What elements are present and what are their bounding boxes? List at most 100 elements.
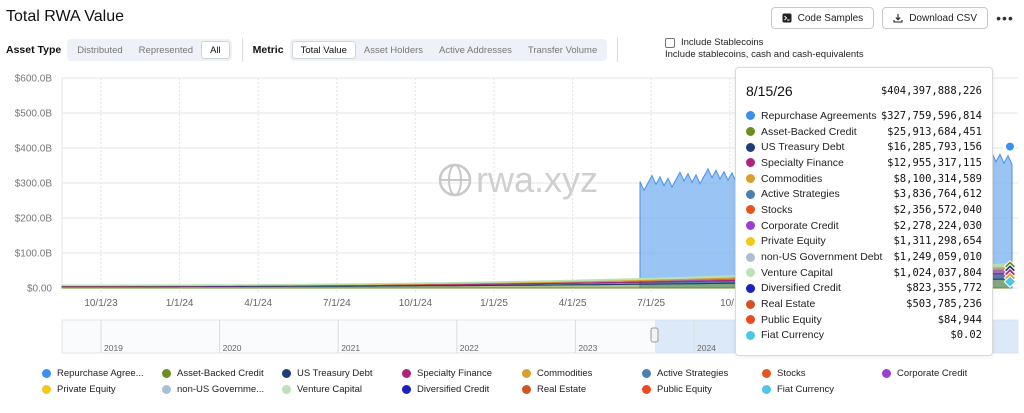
more-options-icon[interactable]: ••• bbox=[996, 10, 1014, 26]
code-samples-button[interactable]: Code Samples bbox=[770, 7, 875, 29]
tooltip-row: Corporate Credit $2,278,224,030 bbox=[746, 218, 982, 234]
series-color-dot bbox=[746, 299, 755, 309]
legend-item[interactable]: Diversified Credit bbox=[402, 383, 522, 395]
navigator-year-label: 2021 bbox=[341, 343, 360, 353]
tooltip-total: $404,397,888,226 bbox=[880, 85, 982, 97]
tooltip-series-name: Active Strategies bbox=[761, 188, 840, 201]
tooltip-row: Repurchase Agreements $327,759,596,814 bbox=[746, 108, 982, 124]
x-tick-label: 7/1/25 bbox=[637, 298, 665, 309]
y-tick-label: $0.00 bbox=[27, 284, 52, 295]
metric-active-addresses[interactable]: Active Addresses bbox=[439, 44, 512, 56]
tooltip-series-name: Real Estate bbox=[761, 298, 816, 311]
legend-item[interactable]: Stocks bbox=[762, 367, 882, 379]
series-color-dot bbox=[746, 127, 755, 137]
legend-item[interactable]: Fiat Currency bbox=[762, 383, 882, 395]
tooltip-row: Fiat Currency $0.02 bbox=[746, 328, 982, 344]
legend-item[interactable]: Active Strategies bbox=[642, 367, 762, 379]
legend-item[interactable]: Asset-Backed Credit bbox=[162, 367, 282, 379]
legend-item[interactable]: Specialty Finance bbox=[402, 367, 522, 379]
legend-item[interactable]: US Treasury Debt bbox=[282, 367, 402, 379]
legend-color-dot bbox=[162, 384, 171, 394]
navigator-handle-left[interactable] bbox=[650, 327, 659, 343]
series-color-dot bbox=[746, 111, 755, 121]
tooltip-series-value: $8,100,314,589 bbox=[893, 172, 982, 185]
tooltip-rows: Repurchase Agreements $327,759,596,814 Ass… bbox=[736, 102, 992, 343]
legend-label: US Treasury Debt bbox=[297, 367, 373, 379]
download-icon bbox=[893, 13, 903, 23]
legend-label: Corporate Credit bbox=[897, 367, 968, 379]
legend-color-dot bbox=[402, 368, 411, 378]
legend-item[interactable]: Corporate Credit bbox=[882, 367, 1002, 379]
legend-item[interactable]: Private Equity bbox=[42, 383, 162, 395]
tooltip-date: 8/15/26 bbox=[746, 83, 793, 99]
legend-item[interactable]: Public Equity bbox=[642, 383, 762, 395]
metric-label: Metric bbox=[252, 44, 284, 56]
legend-label: Private Equity bbox=[57, 383, 116, 395]
tooltip-series-value: $1,024,037,804 bbox=[893, 266, 982, 279]
legend-item[interactable]: Real Estate bbox=[522, 383, 642, 395]
metric-asset-holders[interactable]: Asset Holders bbox=[363, 44, 424, 56]
hover-point-repurchase-agreements[interactable] bbox=[1004, 140, 1016, 153]
legend-item[interactable]: Repurchase Agree... bbox=[42, 367, 162, 379]
asset-type-label: Asset Type bbox=[6, 44, 62, 56]
y-tick-label: $300.0B bbox=[15, 179, 53, 190]
series-color-dot bbox=[746, 174, 755, 184]
divider bbox=[241, 38, 243, 62]
tooltip-series-name: Public Equity bbox=[761, 313, 822, 326]
legend-label: Stocks bbox=[777, 367, 806, 379]
legend-item[interactable]: non-US Governme... bbox=[162, 383, 282, 395]
x-tick-label: 10/1/23 bbox=[84, 298, 118, 309]
legend-label: Repurchase Agree... bbox=[57, 367, 144, 379]
stablecoins-checkbox[interactable] bbox=[665, 37, 675, 48]
tooltip-row: US Treasury Debt $16,285,793,156 bbox=[746, 139, 982, 155]
page-title: Total RWA Value bbox=[6, 8, 124, 25]
tooltip-series-value: $25,913,684,451 bbox=[887, 125, 982, 138]
asset-type-represented[interactable]: Represented bbox=[138, 44, 194, 56]
tooltip-series-name: Venture Capital bbox=[761, 266, 833, 279]
tooltip-series-value: $16,285,793,156 bbox=[887, 141, 982, 154]
series-color-dot bbox=[746, 158, 755, 168]
legend-color-dot bbox=[42, 368, 51, 378]
x-tick-label: 1/1/25 bbox=[480, 298, 508, 309]
tooltip-row: Private Equity $1,311,298,654 bbox=[746, 234, 982, 250]
watermark: rwa.xyz bbox=[438, 159, 598, 200]
hover-marker bbox=[1003, 275, 1017, 289]
legend-color-dot bbox=[642, 384, 651, 394]
stablecoins-option: Include Stablecoins Include stablecoins,… bbox=[665, 37, 864, 60]
tooltip-series-name: Specialty Finance bbox=[761, 156, 844, 169]
x-tick-label: 1/1/24 bbox=[166, 298, 194, 309]
tooltip-series-value: $3,836,764,612 bbox=[893, 188, 982, 201]
tooltip-series-value: $2,356,572,040 bbox=[893, 203, 982, 216]
series-color-dot bbox=[746, 330, 755, 340]
divider bbox=[617, 38, 619, 62]
tooltip-row: Asset-Backed Credit $25,913,684,451 bbox=[746, 124, 982, 140]
tooltip-series-value: $1,311,298,654 bbox=[893, 235, 982, 248]
series-color-dot bbox=[746, 236, 755, 246]
tooltip-series-name: Corporate Credit bbox=[761, 219, 839, 232]
terminal-icon bbox=[782, 13, 792, 23]
metric-toggle: Total Value Asset Holders Active Address… bbox=[289, 39, 608, 61]
legend-label: Public Equity bbox=[657, 383, 712, 395]
legend-label: Active Strategies bbox=[657, 367, 729, 379]
asset-type-distributed[interactable]: Distributed bbox=[77, 44, 123, 56]
navigator-year-label: 2023 bbox=[578, 343, 597, 353]
legend-color-dot bbox=[162, 368, 171, 378]
asset-type-all[interactable]: All bbox=[201, 41, 230, 59]
watermark-text: rwa.xyz bbox=[476, 159, 598, 200]
tooltip-row: non-US Government Debt $1,249,059,010 bbox=[746, 249, 982, 265]
legend-item[interactable]: Venture Capital bbox=[282, 383, 402, 395]
x-tick-label: 10/1 bbox=[720, 298, 740, 309]
tooltip-series-name: Commodities bbox=[761, 172, 823, 185]
legend-item[interactable]: Commodities bbox=[522, 367, 642, 379]
metric-total-value[interactable]: Total Value bbox=[291, 41, 356, 59]
legend-color-dot bbox=[882, 368, 891, 378]
tooltip-row: Active Strategies $3,836,764,612 bbox=[746, 186, 982, 202]
top-actions: Code Samples Download CSV ••• bbox=[770, 7, 1014, 29]
tooltip-series-value: $12,955,317,115 bbox=[887, 156, 982, 169]
metric-transfer-volume[interactable]: Transfer Volume bbox=[527, 44, 598, 56]
filter-bar: Asset Type Distributed Represented All M… bbox=[6, 38, 628, 62]
download-csv-button[interactable]: Download CSV bbox=[882, 7, 988, 29]
x-tick-label: 4/1/25 bbox=[559, 298, 587, 309]
legend-color-dot bbox=[762, 368, 771, 378]
stablecoins-description: Include stablecoins, cash and cash-equiv… bbox=[665, 49, 864, 60]
